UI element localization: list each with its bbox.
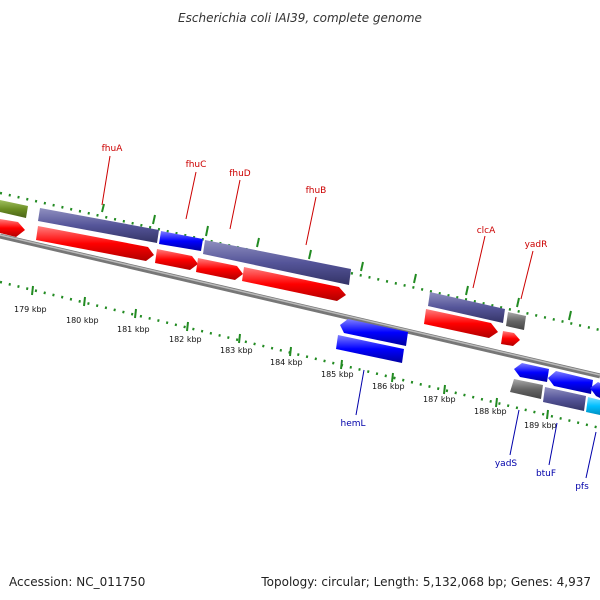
gene-label: hemL: [340, 419, 365, 429]
major-tick: [495, 397, 498, 408]
scale-labels: 179 kbp 180 kbp 181 kbp 182 kbp 183 kbp …: [14, 305, 557, 430]
major-tick: [289, 346, 292, 357]
major-tick: [238, 333, 241, 344]
major-tick: [516, 297, 520, 308]
cds-arrow: [501, 331, 520, 346]
lower-cds-arrows: [336, 319, 600, 415]
major-tick: [31, 285, 34, 296]
inner-tick-row: [0, 280, 600, 430]
cds-arrow: [336, 335, 404, 363]
cds-arrow: [36, 226, 154, 261]
gene-feature: [203, 240, 351, 285]
major-tick: [256, 237, 260, 248]
major-tick: [465, 285, 469, 296]
gene-feature: [543, 387, 586, 411]
gene-feature: [159, 231, 203, 251]
scale-label: 181 kbp: [117, 325, 150, 334]
major-tick: [101, 203, 105, 213]
gene-label: clcA: [477, 226, 496, 236]
gene-label: btuF: [536, 469, 556, 479]
accession-label: Accession: NC_011750: [9, 575, 145, 589]
scale-label: 185 kbp: [321, 370, 354, 379]
scale-label: 187 kbp: [423, 395, 456, 404]
cds-arrow: [340, 319, 408, 346]
scale-label: 182 kbp: [169, 335, 202, 344]
cds-arrow: [424, 309, 498, 338]
bottom-gene-labels: hemL yadS btuF pfs: [340, 369, 597, 492]
scale-label: 188 kbp: [474, 407, 507, 416]
scale-label: 189 kbp: [524, 421, 557, 430]
major-tick: [134, 308, 137, 319]
gene-feature: [510, 379, 543, 399]
gene-label: fhuB: [306, 186, 327, 196]
cds-arrow: [514, 363, 549, 382]
scale-label: 184 kbp: [270, 358, 303, 367]
major-tick: [152, 214, 156, 225]
scale-label: 183 kbp: [220, 346, 253, 355]
scale-label: 179 kbp: [14, 305, 47, 314]
gene-label: yadR: [525, 240, 548, 250]
map-title: Escherichia coli IAI39, complete genome: [178, 11, 422, 25]
cds-arrow: [590, 382, 600, 398]
gene-feature: [38, 208, 159, 243]
major-tick: [83, 296, 86, 307]
major-tick: [413, 273, 417, 284]
gene-label: fhuC: [186, 160, 207, 170]
top-gene-labels: fhuA fhuC fhuD fhuB clcA yadR: [101, 144, 548, 300]
major-tick: [340, 359, 343, 370]
scale-label: 186 kbp: [372, 382, 405, 391]
major-tick: [186, 321, 189, 332]
backbone: [0, 233, 600, 379]
major-tick: [546, 409, 549, 420]
gene-label: fhuA: [102, 144, 124, 154]
cds-arrow: [155, 249, 198, 270]
major-tick: [391, 372, 394, 383]
gene-feature: [506, 312, 526, 330]
genome-summary: Topology: circular; Length: 5,132,068 bp…: [260, 575, 591, 589]
upper-cds-arrows: [0, 219, 520, 346]
gene-label: pfs: [575, 482, 589, 492]
scale-label: 180 kbp: [66, 316, 99, 325]
gene-label: yadS: [495, 459, 518, 469]
gene-feature: [0, 200, 28, 218]
upper-gene-features: [0, 200, 526, 330]
major-tick: [360, 261, 364, 272]
major-tick: [568, 310, 572, 321]
gene-feature: [586, 397, 600, 415]
gene-feature: [428, 292, 505, 323]
cds-arrow: [242, 267, 346, 301]
major-tick: [443, 384, 446, 395]
cds-arrow: [196, 258, 243, 280]
cds-arrow: [0, 219, 25, 237]
major-tick: [308, 249, 312, 260]
gene-label: fhuD: [229, 169, 251, 179]
major-tick: [205, 225, 209, 237]
cds-arrow: [548, 371, 593, 394]
